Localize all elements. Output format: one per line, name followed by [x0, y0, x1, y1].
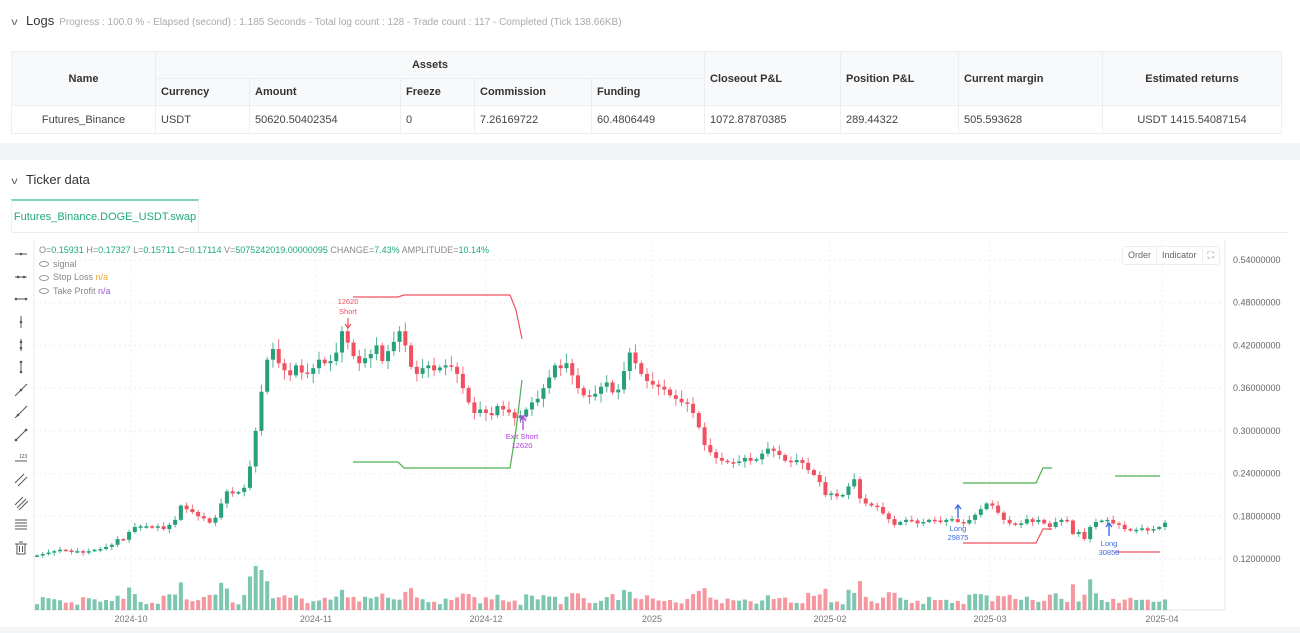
chart-controls: Order Indicator ⛶	[1122, 246, 1220, 265]
cell-amount: 50620.50402354	[249, 105, 401, 134]
order-button[interactable]: Order	[1123, 247, 1158, 264]
legend-stop-loss[interactable]: Stop Loss n/a	[39, 271, 489, 285]
horizontal-ray-icon[interactable]	[10, 266, 32, 289]
svg-text:2025-04: 2025-04	[1145, 614, 1178, 624]
chart-legend: O=0.15931 H=0.17327 L=0.15711 C=0.17114 …	[39, 244, 489, 298]
svg-text:123: 123	[19, 454, 28, 460]
svg-text:2024-10: 2024-10	[114, 614, 147, 624]
indicator-button[interactable]: Indicator	[1157, 247, 1203, 264]
svg-text:Long: Long	[950, 524, 967, 533]
chevron-down-icon[interactable]: v	[11, 17, 18, 28]
svg-text:0.24000000: 0.24000000	[1233, 469, 1281, 479]
fullscreen-icon[interactable]: ⛶	[1207, 250, 1214, 260]
legend-take-profit[interactable]: Take Profit n/a	[39, 285, 489, 299]
legend-signal[interactable]: signal	[39, 258, 489, 272]
svg-text:2025: 2025	[642, 614, 662, 624]
drawing-toolbar: 123	[10, 243, 32, 559]
horizontal-line-icon[interactable]	[10, 243, 32, 266]
cell-position-pl: 289.44322	[840, 105, 959, 134]
ticker-title: Ticker data	[26, 172, 90, 187]
svg-text:29875: 29875	[948, 533, 969, 542]
vertical-line-icon[interactable]	[10, 311, 32, 334]
cell-current-margin: 505.593628	[958, 105, 1103, 134]
svg-text:0.48000000: 0.48000000	[1233, 298, 1281, 308]
svg-text:Short: Short	[339, 307, 358, 316]
candlestick-chart[interactable]: 0.54000000 0.48000000 0.42000000 0.36000000…	[0, 240, 1300, 627]
header-name: Name	[11, 51, 156, 106]
logs-summary: Progress : 100.0 % - Elapsed (second) : …	[59, 17, 622, 28]
logs-title: Logs	[26, 13, 55, 28]
ticker-panel: v Ticker data Futures_Binance.DOGE_USDT.…	[0, 160, 1300, 627]
trash-icon[interactable]	[10, 537, 32, 560]
tab-doge-usdt-swap[interactable]: Futures_Binance.DOGE_USDT.swap	[11, 199, 199, 232]
header-current-margin: Current margin	[958, 51, 1103, 106]
chevron-down-icon[interactable]: v	[11, 176, 18, 187]
svg-text:30850: 30850	[1099, 548, 1120, 557]
svg-text:0.30000000: 0.30000000	[1233, 426, 1281, 436]
svg-text:2024-12: 2024-12	[469, 614, 502, 624]
assets-table: Name Assets Closeout P&L Position P&L Cu…	[11, 51, 1282, 134]
ohlc-readout: O=0.15931 H=0.17327 L=0.15711 C=0.17114 …	[39, 245, 489, 255]
svg-text:0.18000000: 0.18000000	[1233, 511, 1281, 521]
header-commission: Commission	[474, 78, 592, 106]
cell-name: Futures_Binance	[11, 105, 156, 134]
price-line-icon[interactable]: 123	[10, 446, 32, 469]
trend-line-icon[interactable]	[10, 379, 32, 402]
svg-text:0.36000000: 0.36000000	[1233, 383, 1281, 393]
price-channel-icon[interactable]	[10, 492, 32, 515]
eye-icon[interactable]	[39, 261, 49, 268]
eye-icon[interactable]	[39, 288, 49, 295]
cell-freeze: 0	[400, 105, 475, 134]
parallel-lines-icon[interactable]	[10, 469, 32, 492]
horizontal-segment-icon[interactable]	[10, 288, 32, 311]
header-assets: Assets	[155, 51, 705, 79]
fibonacci-icon[interactable]	[10, 514, 32, 537]
logs-panel: v Logs Progress : 100.0 % - Elapsed (sec…	[0, 0, 1300, 143]
svg-text:2025-03: 2025-03	[973, 614, 1006, 624]
vertical-segment-icon[interactable]	[10, 356, 32, 379]
svg-text:12620: 12620	[512, 441, 533, 450]
svg-text:2024-11: 2024-11	[300, 614, 332, 624]
table-row: Futures_Binance USDT 50620.50402354 0 7.…	[11, 105, 1282, 134]
svg-text:0.12000000: 0.12000000	[1233, 554, 1281, 564]
segment-line-icon[interactable]	[10, 424, 32, 447]
ticker-header[interactable]: v Ticker data	[11, 172, 90, 187]
cell-closeout-pl: 1072.87870385	[704, 105, 841, 134]
tab-divider	[11, 232, 1288, 233]
header-freeze: Freeze	[400, 78, 475, 106]
header-currency: Currency	[155, 78, 250, 106]
header-position-pl: Position P&L	[840, 51, 959, 106]
ray-line-icon[interactable]	[10, 401, 32, 424]
svg-text:0.42000000: 0.42000000	[1233, 340, 1281, 350]
eye-icon[interactable]	[39, 274, 49, 281]
logs-header[interactable]: v Logs Progress : 100.0 % - Elapsed (sec…	[11, 13, 622, 28]
svg-text:12620: 12620	[338, 297, 359, 306]
svg-text:Long: Long	[1101, 539, 1118, 548]
header-estimated-returns: Estimated returns	[1102, 51, 1282, 106]
svg-text:0.54000000: 0.54000000	[1233, 255, 1281, 265]
header-amount: Amount	[249, 78, 401, 106]
svg-text:Exit Short: Exit Short	[506, 432, 539, 441]
cell-estimated-returns: USDT 1415.54087154	[1102, 105, 1282, 134]
header-funding: Funding	[591, 78, 705, 106]
svg-text:2025-02: 2025-02	[813, 614, 846, 624]
cell-currency: USDT	[155, 105, 250, 134]
cell-funding: 60.4806449	[591, 105, 705, 134]
header-closeout-pl: Closeout P&L	[704, 51, 841, 106]
cell-commission: 7.26169722	[474, 105, 592, 134]
chart-area[interactable]: 0.54000000 0.48000000 0.42000000 0.36000000…	[0, 240, 1300, 627]
vertical-ray-icon[interactable]	[10, 333, 32, 356]
